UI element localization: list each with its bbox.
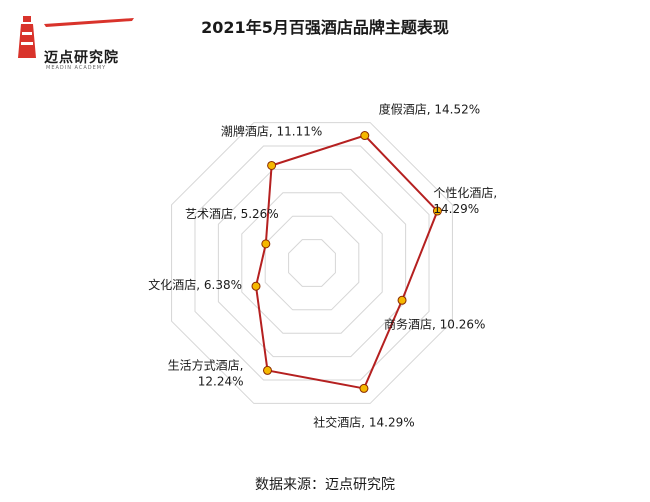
grid-ring (288, 239, 336, 287)
lighthouse-icon (18, 16, 36, 58)
data-label-4: 商务酒店, 10.26% (384, 316, 485, 331)
logo: 迈点研究院 MEADIN ACADEMY (14, 10, 134, 71)
source-note: 数据来源：迈点研究院 (255, 477, 395, 493)
radar-grid (171, 122, 453, 404)
data-label-3: 个性化酒店, 14.29% (433, 186, 497, 216)
data-point-2 (360, 131, 370, 141)
radar-labels: 潮牌酒店, 11.11% 度假酒店, 14.52% 个性化酒店, 14.29% 商务酒店… (148, 102, 497, 430)
logo-subtext: MEADIN ACADEMY (46, 65, 107, 71)
logo-text: 迈点研究院 (44, 50, 119, 66)
data-point-3 (432, 206, 442, 216)
series-line (254, 134, 439, 390)
data-label-6: 生活方式酒店, 12.24% (168, 357, 244, 388)
data-point-5 (359, 383, 369, 393)
data-label-1: 潮牌酒店, 11.11% (221, 123, 322, 138)
data-point-8 (261, 239, 271, 249)
data-point-6 (263, 365, 273, 375)
data-label-2: 度假酒店, 14.52% (379, 102, 480, 117)
grid-ring (241, 192, 383, 334)
data-point-4 (397, 295, 407, 305)
data-point-1 (267, 160, 277, 170)
chart-title: 2021年5月百强酒店品牌主题表现 (201, 18, 449, 37)
grid-ring (264, 215, 360, 311)
data-point-7 (251, 281, 261, 291)
radar-series (251, 131, 442, 393)
grid-ring (171, 122, 453, 404)
grid-ring (194, 145, 430, 381)
data-label-5: 社交酒店, 14.29% (313, 414, 414, 429)
data-label-8: 艺术酒店, 5.26% (185, 207, 279, 221)
data-label-7: 文化酒店, 6.38% (148, 277, 242, 292)
grid-ring (217, 168, 407, 358)
logo-swoosh (44, 18, 134, 27)
